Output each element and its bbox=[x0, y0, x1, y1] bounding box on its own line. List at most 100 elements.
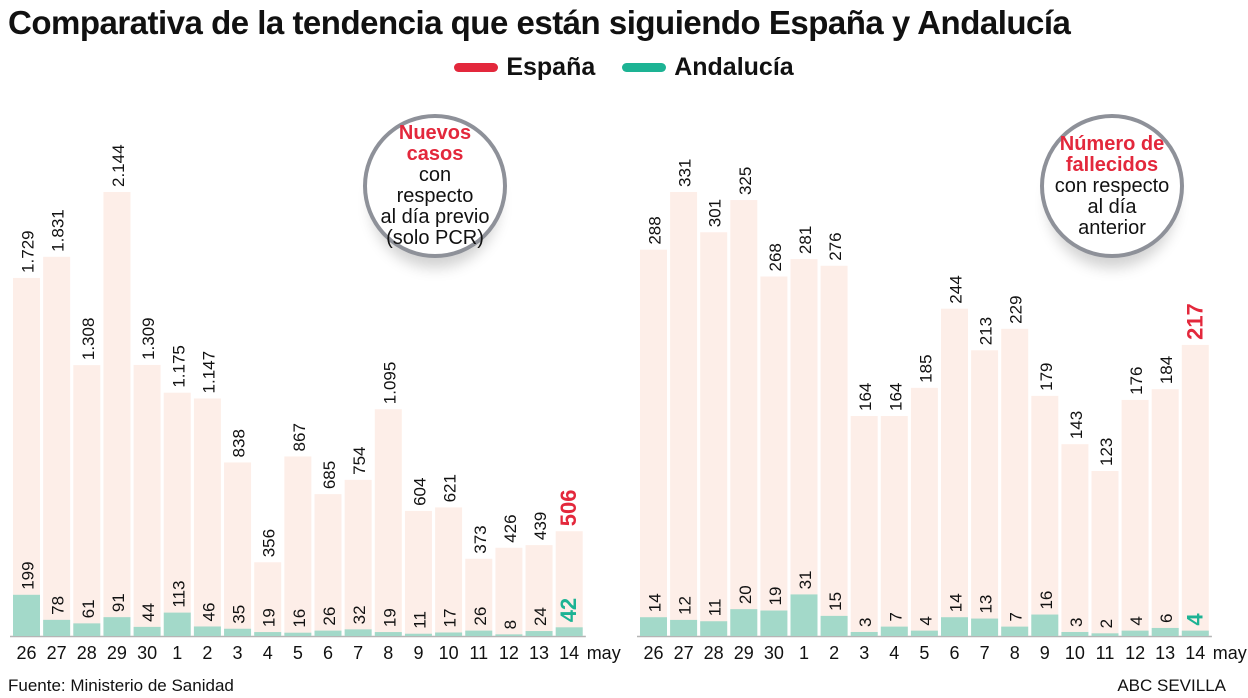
bar-andalucia bbox=[1031, 614, 1059, 636]
bar-spain bbox=[941, 308, 968, 636]
x-unit-label: may bbox=[1213, 643, 1247, 663]
bar-andalucia bbox=[880, 626, 908, 636]
bar-andalucia bbox=[850, 631, 878, 636]
data-label-spain: 439 bbox=[531, 512, 550, 540]
data-label-andalucia: 19 bbox=[260, 608, 279, 627]
bar-andalucia bbox=[314, 630, 342, 636]
x-tick-label: 28 bbox=[704, 643, 724, 663]
data-label-andalucia: 19 bbox=[766, 587, 785, 606]
bar-andalucia bbox=[555, 627, 583, 636]
bar-spain bbox=[1001, 328, 1029, 636]
bar-andalucia bbox=[344, 629, 372, 636]
bar-spain bbox=[730, 200, 758, 636]
bar-spain bbox=[103, 192, 131, 636]
data-label-andalucia: 91 bbox=[109, 593, 128, 612]
data-label-andalucia: 44 bbox=[139, 603, 158, 622]
annotation-text: anterior bbox=[1078, 216, 1146, 239]
data-label-andalucia: 4 bbox=[916, 616, 935, 625]
data-label-spain: 179 bbox=[1037, 363, 1056, 391]
data-label-spain: 213 bbox=[977, 317, 996, 345]
bar-andalucia bbox=[760, 610, 788, 636]
x-tick-label: 2 bbox=[202, 643, 212, 663]
x-tick-label: 12 bbox=[499, 643, 519, 663]
x-tick-label: 10 bbox=[439, 643, 459, 663]
bar-spain bbox=[73, 365, 101, 636]
data-label-spain: 229 bbox=[1007, 295, 1026, 323]
x-tick-label: 7 bbox=[353, 643, 363, 663]
chart-title: Comparativa de la tendencia que están si… bbox=[8, 4, 1071, 41]
data-label-andalucia: 4 bbox=[1182, 613, 1207, 626]
bar-andalucia bbox=[971, 618, 999, 636]
bar-spain bbox=[910, 387, 938, 636]
bar-spain bbox=[254, 562, 282, 636]
bar-spain bbox=[435, 507, 463, 636]
bar-andalucia bbox=[73, 623, 101, 636]
x-tick-label: 27 bbox=[47, 643, 67, 663]
data-label-andalucia: 20 bbox=[736, 585, 755, 604]
bar-spain bbox=[1121, 399, 1149, 636]
x-tick-label: 9 bbox=[1040, 643, 1050, 663]
bar-andalucia bbox=[1121, 630, 1149, 636]
x-tick-label: 6 bbox=[949, 643, 959, 663]
data-label-spain: 325 bbox=[736, 167, 755, 195]
bar-spain bbox=[880, 416, 908, 636]
data-label-andalucia: 61 bbox=[79, 599, 98, 618]
data-label-spain: 1.729 bbox=[19, 230, 38, 273]
bar-spain bbox=[1091, 471, 1119, 636]
data-label-spain: 164 bbox=[886, 383, 905, 411]
data-label-andalucia: 78 bbox=[49, 596, 68, 615]
data-label-andalucia: 3 bbox=[1067, 618, 1086, 627]
x-tick-label: 8 bbox=[1010, 643, 1020, 663]
x-tick-label: 7 bbox=[980, 643, 990, 663]
x-tick-label: 30 bbox=[137, 643, 157, 663]
data-label-spain: 1.308 bbox=[79, 318, 98, 361]
x-tick-label: 3 bbox=[233, 643, 243, 663]
annotation-text: al día bbox=[1087, 195, 1137, 218]
data-label-andalucia: 31 bbox=[796, 570, 815, 589]
bar-spain bbox=[790, 259, 818, 636]
bar-spain bbox=[555, 531, 583, 636]
data-label-andalucia: 11 bbox=[410, 611, 429, 629]
data-label-spain: 604 bbox=[410, 478, 429, 506]
bar-spain bbox=[670, 192, 698, 636]
data-label-andalucia: 13 bbox=[977, 595, 996, 614]
x-tick-label: 5 bbox=[919, 643, 929, 663]
annotation-text: respecto bbox=[396, 185, 474, 207]
bar-andalucia bbox=[495, 634, 523, 636]
data-label-spain: 356 bbox=[260, 529, 279, 557]
x-tick-label: 11 bbox=[469, 643, 488, 663]
annotation-circle-deaths: Número de fallecidos con respecto al día an… bbox=[1040, 114, 1184, 258]
bar-spain bbox=[1061, 444, 1089, 636]
bar-spain bbox=[850, 416, 878, 636]
data-label-spain: 754 bbox=[350, 446, 369, 474]
data-label-spain: 164 bbox=[856, 383, 875, 411]
data-label-spain: 373 bbox=[471, 525, 490, 553]
x-tick-label: 10 bbox=[1065, 643, 1085, 663]
data-label-andalucia: 24 bbox=[531, 607, 550, 626]
x-tick-label: 28 bbox=[77, 643, 97, 663]
data-label-andalucia: 6 bbox=[1157, 613, 1176, 622]
data-label-spain: 685 bbox=[320, 461, 339, 489]
x-unit-label: may bbox=[587, 643, 621, 663]
data-label-spain: 1.095 bbox=[380, 362, 399, 405]
bar-spain bbox=[465, 558, 493, 636]
annotation-text: al día previo bbox=[380, 206, 490, 228]
data-label-spain: 506 bbox=[556, 489, 581, 526]
bar-andalucia bbox=[254, 632, 282, 636]
source-note: Fuente: Ministerio de Sanidad bbox=[8, 676, 234, 695]
x-tick-label: 30 bbox=[764, 643, 784, 663]
legend: España Andalucía bbox=[0, 50, 1248, 82]
x-tick-label: 13 bbox=[1155, 643, 1175, 663]
legend-swatch-andalucia bbox=[622, 63, 667, 72]
bar-spain bbox=[640, 249, 667, 637]
bar-spain bbox=[495, 547, 523, 636]
bar-spain bbox=[224, 462, 252, 636]
bar-spain bbox=[133, 364, 161, 636]
bar-andalucia bbox=[941, 617, 968, 636]
x-tick-label: 26 bbox=[16, 643, 36, 663]
annotation-text: con respecto bbox=[1054, 174, 1170, 197]
bar-andalucia bbox=[790, 594, 818, 636]
bar-andalucia bbox=[730, 609, 758, 636]
x-tick-label: 1 bbox=[799, 643, 809, 663]
